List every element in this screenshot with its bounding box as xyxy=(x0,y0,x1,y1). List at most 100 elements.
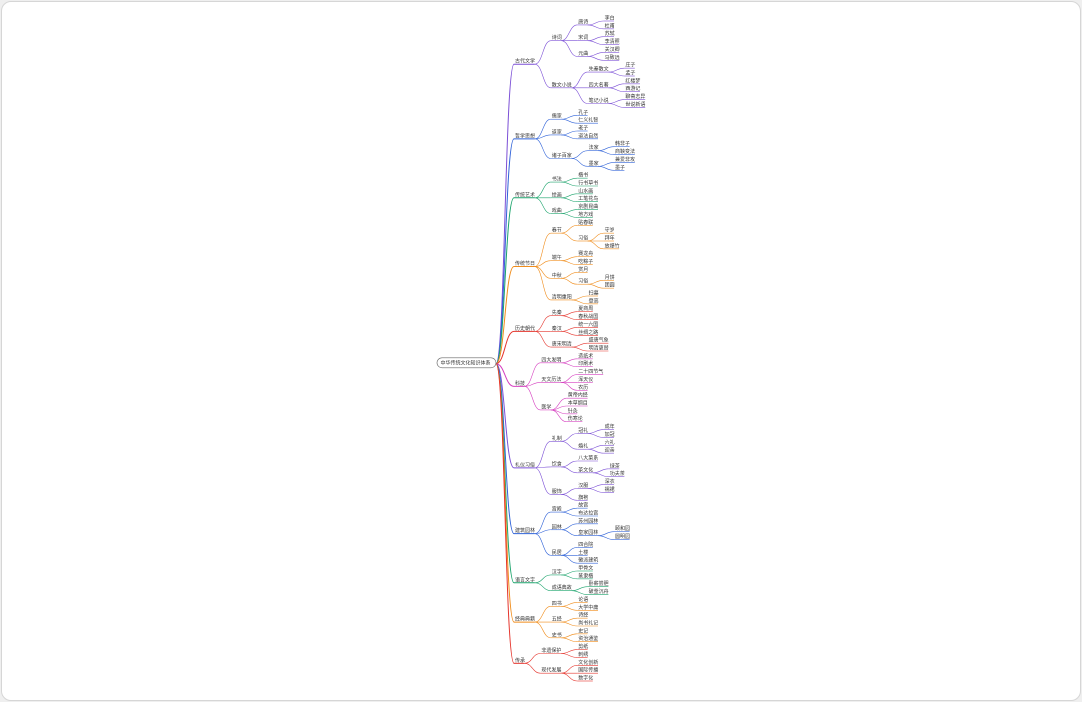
root-label: 中华传统文化知识体系 xyxy=(441,360,491,367)
connector xyxy=(534,315,551,332)
leaf-label: 尚书礼记 xyxy=(578,620,598,627)
leaf-label: 印刷术 xyxy=(578,360,593,367)
topic-label: 法家 xyxy=(589,144,599,151)
leaf-label: 关汉卿 xyxy=(605,46,620,53)
connector xyxy=(587,36,604,41)
topic-label: 唐诗 xyxy=(578,18,588,25)
connector xyxy=(534,181,551,199)
topic-label: 服饰 xyxy=(552,488,562,495)
connector xyxy=(495,363,515,664)
connector xyxy=(561,118,578,124)
leaf-label: 夏商周 xyxy=(578,305,593,312)
connector xyxy=(534,606,551,623)
connector xyxy=(524,386,541,411)
leaf-label: 明清更替 xyxy=(589,345,609,352)
connector xyxy=(587,240,604,250)
connector xyxy=(534,574,551,584)
leaf-label: 庄子 xyxy=(625,62,635,69)
connector xyxy=(534,260,551,267)
connector xyxy=(561,311,578,316)
connector xyxy=(561,24,578,41)
topic-label: 冠礼 xyxy=(578,427,588,434)
leaf-label: 旗袍 xyxy=(578,494,588,501)
connector xyxy=(587,24,604,30)
topic-label: 儒家 xyxy=(552,113,562,120)
connector xyxy=(534,621,551,639)
leaf-label: 放爆竹 xyxy=(605,242,620,249)
topic-label: 哲学思想 xyxy=(515,132,535,139)
connector xyxy=(561,374,578,383)
connector xyxy=(495,330,515,365)
connector xyxy=(561,433,578,442)
leaf-label: 李清照 xyxy=(605,38,620,45)
connector xyxy=(524,362,541,387)
connector xyxy=(534,441,551,469)
topic-label: 清明重阳 xyxy=(552,293,572,300)
connector xyxy=(561,362,578,368)
connector xyxy=(495,363,515,623)
connector xyxy=(561,602,578,607)
topic-label: 诸子百家 xyxy=(552,152,572,159)
connector xyxy=(597,146,615,151)
connector xyxy=(561,511,578,517)
connector xyxy=(608,71,625,77)
leaf-label: 深衣 xyxy=(605,478,615,485)
leaf-label: 诗经 xyxy=(578,612,588,619)
connector xyxy=(534,466,551,469)
connector xyxy=(495,266,515,365)
connector xyxy=(534,138,551,159)
connector xyxy=(495,138,515,365)
topic-label: 宫殿 xyxy=(552,506,562,513)
leaf-label: 京剧昆曲 xyxy=(578,203,598,210)
leaf-label: 二十四节气 xyxy=(578,368,603,375)
topic-label: 先秦 xyxy=(552,309,562,316)
connector xyxy=(597,531,615,536)
connector xyxy=(561,653,578,658)
connector xyxy=(592,468,609,474)
topic-label: 道家 xyxy=(552,128,562,135)
topic-label: 礼制 xyxy=(552,435,562,442)
leaf-label: 针灸 xyxy=(568,407,578,414)
leaf-label: 红楼梦 xyxy=(625,77,640,84)
connector xyxy=(534,40,551,65)
leaf-label: 刺绣 xyxy=(578,651,588,658)
leaf-label: 徽派建筑 xyxy=(578,557,598,564)
topic-label: 科技 xyxy=(515,380,525,387)
leaf-label: 襦裙 xyxy=(605,486,615,493)
connector xyxy=(587,52,604,57)
connector xyxy=(608,103,625,108)
topic-label: 端午 xyxy=(552,254,562,261)
connector xyxy=(587,20,604,26)
connector xyxy=(571,71,588,89)
connector xyxy=(561,197,578,203)
leaf-label: 破釜沉舟 xyxy=(589,588,609,595)
leaf-label: 孟子 xyxy=(625,70,635,77)
topic-label: 非遗保护 xyxy=(541,647,561,654)
leaf-label: 世说新语 xyxy=(625,101,645,108)
connector xyxy=(561,460,578,468)
connector xyxy=(561,181,578,187)
connector xyxy=(561,40,578,57)
connector xyxy=(534,467,551,495)
leaf-label: 地方戏 xyxy=(578,211,593,218)
leaf-label: 西游记 xyxy=(625,85,640,92)
topic-label: 诗词 xyxy=(552,34,562,41)
connector xyxy=(561,637,578,643)
leaf-label: 马致远 xyxy=(605,54,620,61)
leaf-label: 扫墓 xyxy=(589,290,599,297)
topic-label: 绘画 xyxy=(552,191,562,198)
leaf-label: 贴春联 xyxy=(578,219,593,226)
topic-label: 中秋 xyxy=(552,272,562,279)
leaf-label: 土楼 xyxy=(578,549,588,556)
leaf-label: 本草纲目 xyxy=(568,400,588,407)
leaf-label: 资治通鉴 xyxy=(578,635,598,642)
connector xyxy=(534,63,551,89)
leaf-label: 剪纸 xyxy=(578,643,588,650)
connector xyxy=(587,484,604,489)
topic-label: 习俗 xyxy=(578,278,588,285)
connector xyxy=(561,633,578,639)
connector xyxy=(524,663,541,674)
topic-label: 习俗 xyxy=(578,235,588,242)
connector xyxy=(561,331,578,336)
